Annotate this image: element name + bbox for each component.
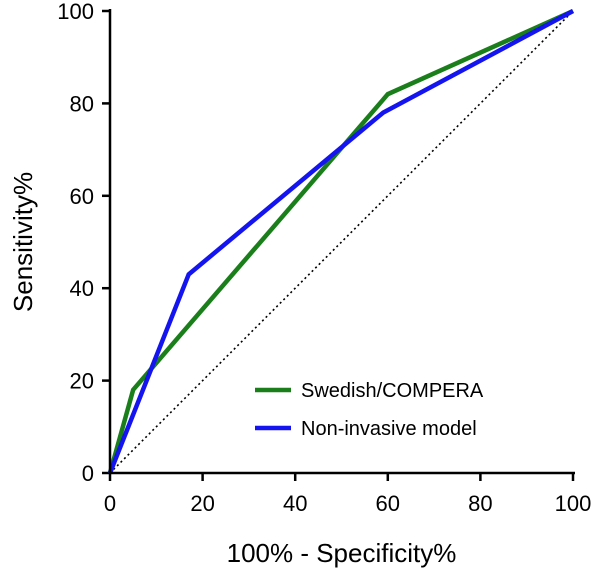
series-layer	[107, 8, 575, 474]
y-tick-label: 80	[70, 91, 94, 116]
x-tick-label: 20	[190, 491, 214, 516]
y-tick-label: 100	[57, 0, 94, 24]
x-tick-label: 0	[104, 491, 116, 516]
y-axis-ticks: 0 20 40 60 80 100	[57, 0, 110, 486]
x-tick-label: 60	[376, 491, 400, 516]
y-tick-label: 0	[82, 461, 94, 486]
legend-label: Swedish/COMPERA	[301, 380, 484, 402]
y-axis-title: Sensitivity%	[8, 172, 38, 312]
x-axis-ticks: 0 20 40 60 80 100	[104, 473, 591, 516]
x-tick-label: 100	[555, 491, 592, 516]
legend: Swedish/COMPERA Non-invasive model	[255, 380, 484, 440]
series-line-non-invasive-model	[107, 9, 575, 474]
reference-diagonal-line	[109, 10, 574, 474]
x-tick-label: 80	[468, 491, 492, 516]
x-axis-title: 100% - Specificity%	[227, 538, 457, 568]
y-tick-label: 20	[70, 369, 94, 394]
y-tick-label: 40	[70, 276, 94, 301]
axes	[108, 9, 575, 475]
legend-label: Non-invasive model	[301, 418, 477, 440]
y-tick-label: 60	[70, 184, 94, 209]
x-tick-label: 40	[283, 491, 307, 516]
series-line-swedish-compera	[107, 8, 574, 474]
